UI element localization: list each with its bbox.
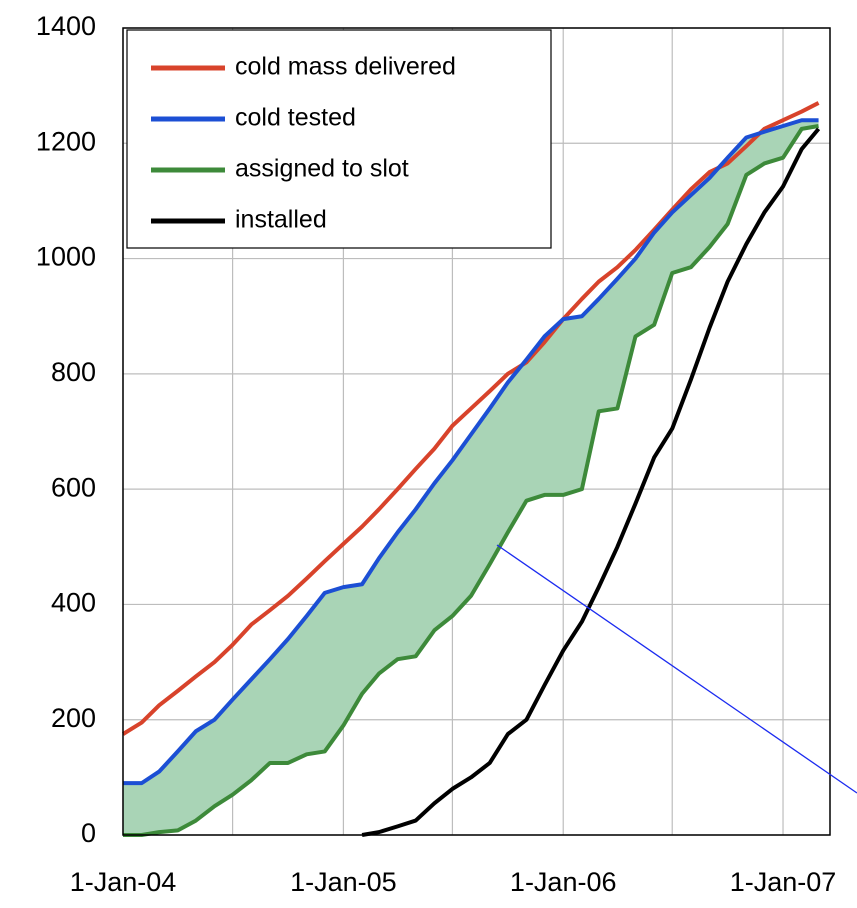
series-line [121,101,820,736]
x-tick-label: 1-Jan-04 [70,867,177,897]
y-tick-label: 200 [51,703,96,733]
band-fill [123,120,819,835]
series-line [123,124,819,837]
y-tick-label: 1400 [36,11,96,41]
series-line [361,127,821,837]
legend-label: assigned to slot [235,155,409,183]
series-line [123,118,819,786]
x-tick-label: 1-Jan-05 [290,867,397,897]
y-tick-label: 0 [81,818,96,848]
legend: cold mass delivered cold tested assigned t… [126,29,552,249]
x-tick-label: 1-Jan-06 [510,867,617,897]
plot-frame [122,27,831,836]
y-tick-label: 400 [51,588,96,618]
pointer-line [496,544,857,794]
legend-label: cold mass delivered [235,53,456,81]
y-tick-label: 600 [51,472,96,502]
y-tick-label: 1200 [36,126,96,156]
legend-label: cold tested [235,104,356,132]
x-tick-label: 1-Jan-07 [730,867,837,897]
y-tick-label: 800 [51,357,96,387]
legend-label: installed [235,206,327,234]
y-tick-label: 1000 [36,242,96,272]
plot-area [121,27,831,837]
